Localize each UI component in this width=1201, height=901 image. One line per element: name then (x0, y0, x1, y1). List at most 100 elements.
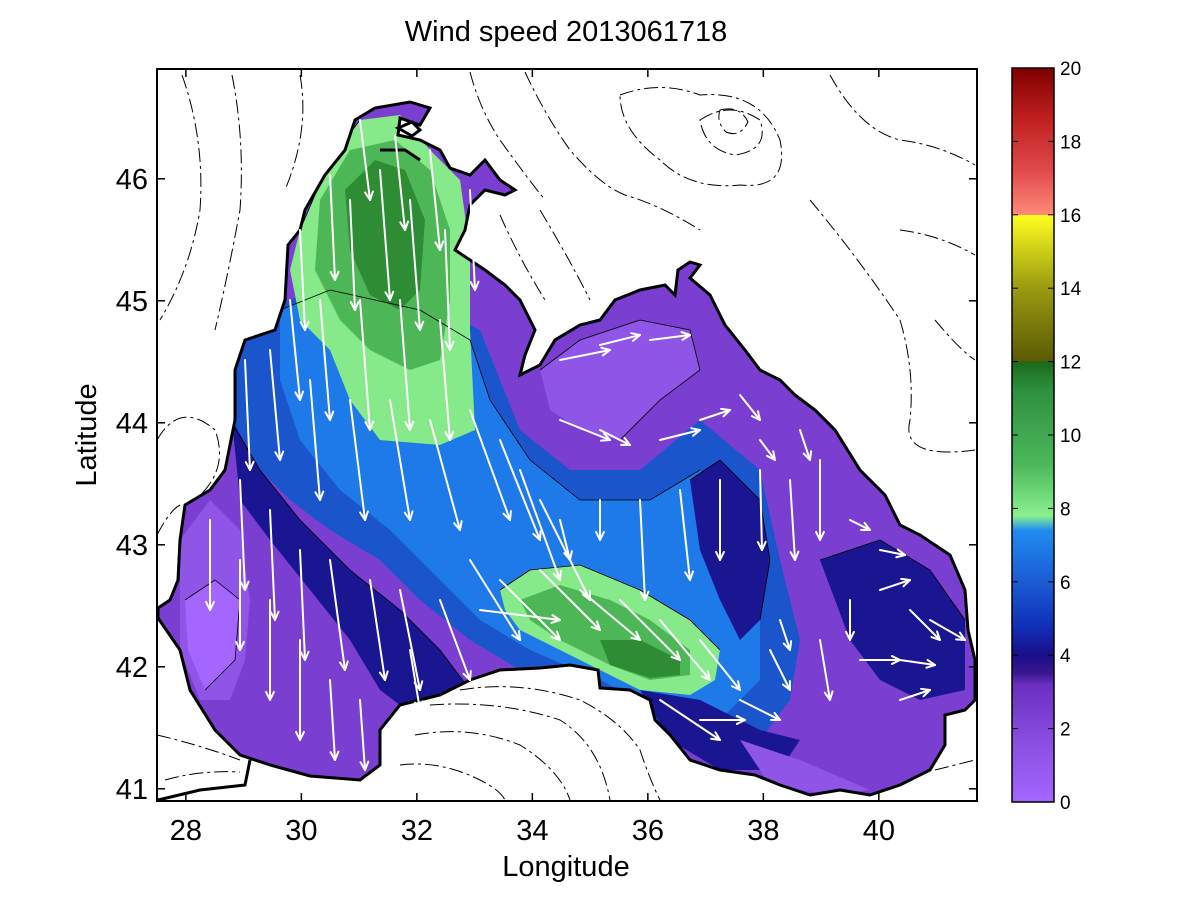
x-tick-label: 40 (863, 815, 895, 847)
wind-arrow (439, 319, 455, 441)
wind-arrow (499, 439, 542, 541)
wind-arrow (699, 407, 731, 421)
wind-arrow (369, 579, 389, 681)
contour-line (414, 731, 571, 801)
contour-line (284, 74, 304, 191)
colorbar-tick-label: 8 (1060, 499, 1071, 520)
speed-band-4 (232, 420, 470, 705)
wind-arrow (295, 639, 305, 741)
contour-line (619, 87, 783, 187)
wind-arrow (595, 499, 605, 541)
y-tick-label: 43 (116, 530, 148, 562)
wind-arrow (799, 429, 813, 461)
wind-arrow (309, 379, 325, 501)
wind-arrow (559, 519, 573, 561)
figure-title: Wind speed 2013061718 (405, 16, 727, 48)
contour-line (469, 71, 546, 201)
y-axis-ticks: 41 42 43 44 45 46 (116, 164, 977, 806)
wind-arrow (699, 715, 746, 725)
wind-arrow (329, 559, 349, 671)
sea-isolines (184, 119, 966, 691)
x-tick-label: 28 (170, 815, 202, 847)
contour-line (699, 109, 763, 156)
x-tick-label: 38 (747, 815, 779, 847)
y-tick-label: 45 (116, 286, 148, 318)
wind-arrow (815, 459, 825, 541)
wind-arrow (469, 409, 512, 521)
wind-arrow (429, 149, 445, 251)
wind-arrow (269, 509, 280, 621)
speed-band-4 (690, 460, 770, 640)
wind-arrow (659, 619, 711, 681)
wind-arrow (244, 359, 255, 471)
wind-arrow (779, 619, 793, 651)
wind-arrow (599, 429, 631, 446)
colorbar-ticks: 0 2 4 6 8 10 12 14 16 18 20 (1012, 59, 1082, 814)
wind-arrow (699, 639, 741, 691)
colorbar-tick-label: 0 (1060, 793, 1071, 814)
colorbar-tick-label: 6 (1060, 573, 1071, 594)
wind-arrow (359, 699, 370, 771)
colorbar: 0 2 4 6 8 10 12 14 16 18 20 (1011, 59, 1082, 814)
wind-arrow (649, 331, 691, 341)
contour-line (159, 74, 202, 321)
contour-line (429, 703, 611, 801)
contour-line (156, 734, 241, 761)
x-tick-label: 30 (285, 815, 317, 847)
coastline-peninsula (380, 120, 423, 162)
colorbar-tick-label: 16 (1060, 206, 1081, 227)
wind-arrow (319, 299, 335, 421)
wind-arrow (499, 579, 561, 641)
wind-arrow (349, 399, 369, 521)
wind-arrow (759, 439, 776, 461)
colorbar-tick-label: 4 (1060, 646, 1071, 667)
contour-line (539, 209, 591, 301)
wind-arrow (769, 649, 791, 691)
wind-arrow (599, 332, 641, 346)
colorbar-tick-label: 2 (1060, 720, 1071, 741)
wind-arrow (679, 489, 694, 581)
speed-band-11 (600, 640, 680, 678)
contour-line (934, 759, 976, 771)
colorbar-tick-label: 14 (1060, 279, 1082, 300)
y-tick-label: 42 (116, 652, 148, 684)
contour-line (164, 771, 241, 781)
contour-line (934, 319, 976, 361)
wind-arrow (359, 299, 375, 431)
wind-arrow (239, 479, 250, 591)
coastline-south-border (157, 759, 252, 802)
y-tick-label: 46 (116, 164, 148, 196)
wind-arrow (929, 619, 966, 641)
wind-arrow (879, 548, 906, 559)
wind-arrow (439, 599, 472, 681)
wind-arrow (739, 699, 781, 721)
contour-line (499, 214, 546, 301)
colorbar-tick-label: 12 (1060, 353, 1081, 374)
wind-arrow (879, 577, 911, 591)
isoline (279, 289, 701, 501)
wind-arrow (715, 479, 725, 561)
colorbar-gradient (1012, 68, 1054, 802)
wind-arrow (409, 199, 425, 331)
wind-arrow (329, 174, 340, 281)
speed-band-1 (540, 320, 700, 440)
wind-arrow (559, 346, 611, 361)
wind-arrow (739, 394, 761, 421)
wind-arrow (619, 599, 681, 661)
wind-arrow (444, 229, 455, 351)
wind-arrow (394, 134, 410, 231)
wind-arrow (299, 229, 310, 331)
wind-arrow (899, 687, 931, 701)
wind-arrow (299, 549, 310, 661)
wind-arrow (899, 658, 936, 669)
wind-arrow (469, 559, 521, 641)
wind-arrow (379, 169, 395, 301)
contour-line (399, 763, 506, 801)
wind-arrow (559, 419, 611, 442)
wind-arrow (269, 349, 285, 461)
colorbar-frame (1011, 67, 1055, 803)
isoline (229, 419, 471, 691)
wind-arrow (349, 199, 360, 311)
land-contours (156, 71, 976, 801)
isoline (539, 319, 701, 441)
